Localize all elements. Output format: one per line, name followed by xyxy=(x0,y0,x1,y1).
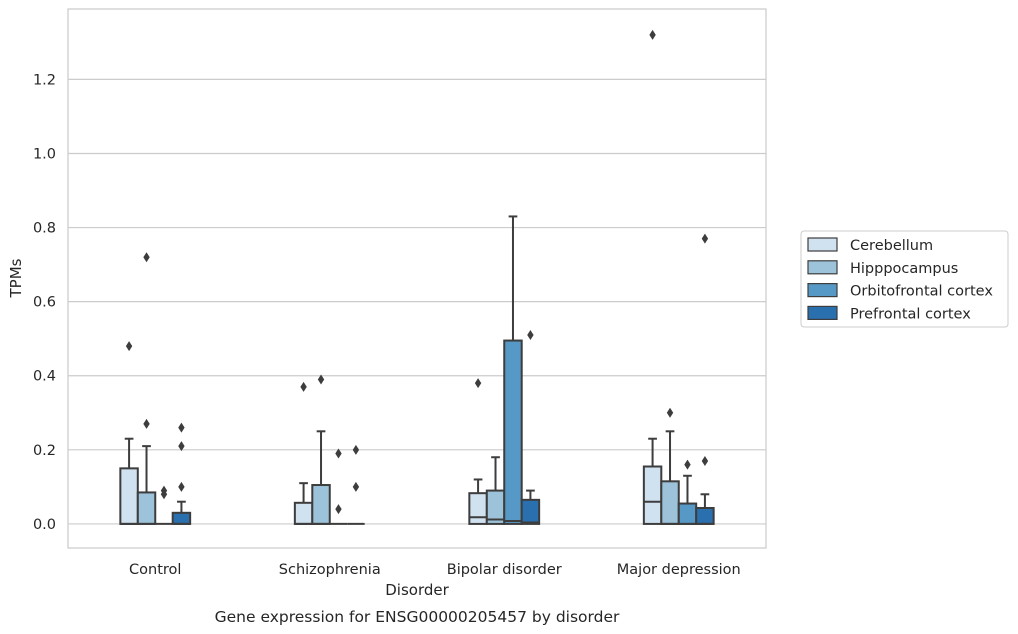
y-tick-label: 0.4 xyxy=(33,369,56,385)
legend-label: Cerebellum xyxy=(850,238,933,254)
legend: Cerebellum Hipppocampus Orbitofrontal cort… xyxy=(800,230,1009,328)
box-prefrontal-cortex xyxy=(695,233,715,525)
outlier-point xyxy=(143,252,150,263)
legend-swatch xyxy=(807,260,838,275)
box-body xyxy=(660,480,680,525)
box-prefrontal-cortex xyxy=(520,329,541,525)
outlier-point xyxy=(125,341,133,352)
outlier-point xyxy=(178,422,185,433)
box-hipppocampus xyxy=(136,252,157,525)
outlier-point xyxy=(527,329,534,340)
outlier-point xyxy=(335,448,342,459)
legend-label: Orbitofrontal cortex xyxy=(850,284,993,300)
outlier-point xyxy=(701,233,709,244)
legend-swatch xyxy=(807,237,838,252)
outlier-point xyxy=(335,504,342,515)
x-tick-label: Schizophrenia xyxy=(279,562,381,578)
box-prefrontal-cortex xyxy=(347,444,365,525)
gridlines xyxy=(68,78,766,525)
box-orbitofrontal-cortex xyxy=(503,215,523,525)
y-tick-label: 0.6 xyxy=(33,295,56,311)
outlier-point xyxy=(300,381,307,392)
plot-frame xyxy=(67,8,767,549)
box-body xyxy=(695,506,715,525)
legend-label: Hipppocampus xyxy=(850,261,958,277)
outlier-point xyxy=(352,444,360,455)
box-body xyxy=(503,339,523,525)
box-body xyxy=(520,498,541,525)
box-hipppocampus xyxy=(660,407,680,525)
box-hipppocampus xyxy=(485,456,506,525)
legend-swatch xyxy=(807,305,838,320)
outlier-point xyxy=(649,29,656,40)
outlier-point xyxy=(178,441,185,452)
box-prefrontal-cortex xyxy=(171,422,192,525)
y-tick-label: 0.8 xyxy=(33,221,56,237)
x-tick-label: Control xyxy=(129,562,181,578)
legend-label: Prefrontal cortex xyxy=(850,306,971,322)
box-body xyxy=(468,492,488,525)
y-tick-label: 0.2 xyxy=(33,443,56,459)
y-tick-label: 1.2 xyxy=(33,72,56,88)
outlier-point xyxy=(160,485,168,496)
outlier-point xyxy=(666,407,674,418)
outlier-point xyxy=(317,374,325,385)
box-cerebellum xyxy=(119,341,139,525)
outlier-point xyxy=(684,459,691,470)
outlier-point xyxy=(701,455,709,466)
box-cerebellum xyxy=(293,381,314,525)
box-orbitofrontal-cortex xyxy=(155,485,173,525)
legend-swatch xyxy=(807,283,838,298)
outlier-point xyxy=(143,418,150,429)
y-axis-label: TPMs xyxy=(7,258,25,298)
box-body xyxy=(119,467,139,525)
box-body xyxy=(293,501,314,525)
x-tick-label: Major depression xyxy=(617,562,741,578)
y-tick-label: 1.0 xyxy=(33,146,56,162)
box-cerebellum xyxy=(642,29,663,525)
box-body xyxy=(642,465,663,525)
y-tick-label: 0.0 xyxy=(33,517,56,533)
box-orbitofrontal-cortex xyxy=(329,448,348,525)
x-tick-labels: Control Schizophrenia Bipolar disorder Majo… xyxy=(129,562,741,578)
box-body xyxy=(311,484,331,525)
box-hipppocampus xyxy=(311,374,331,525)
outlier-point xyxy=(474,378,482,389)
box-orbitofrontal-cortex xyxy=(677,459,698,525)
outlier-point xyxy=(352,481,360,492)
box-body xyxy=(136,491,157,525)
y-tick-labels: 0.0 0.2 0.4 0.6 0.8 1.0 1.2 xyxy=(33,72,56,533)
x-axis-label: Disorder xyxy=(385,581,449,599)
box-body xyxy=(677,502,698,525)
chart-caption: Gene expression for ENSG00000205457 by d… xyxy=(215,608,620,626)
boxes-layer xyxy=(119,29,715,525)
outlier-point xyxy=(178,481,185,492)
box-cerebellum xyxy=(468,378,488,525)
legend-frame xyxy=(800,230,1009,328)
x-tick-label: Bipolar disorder xyxy=(447,562,562,578)
box-body xyxy=(171,511,192,525)
